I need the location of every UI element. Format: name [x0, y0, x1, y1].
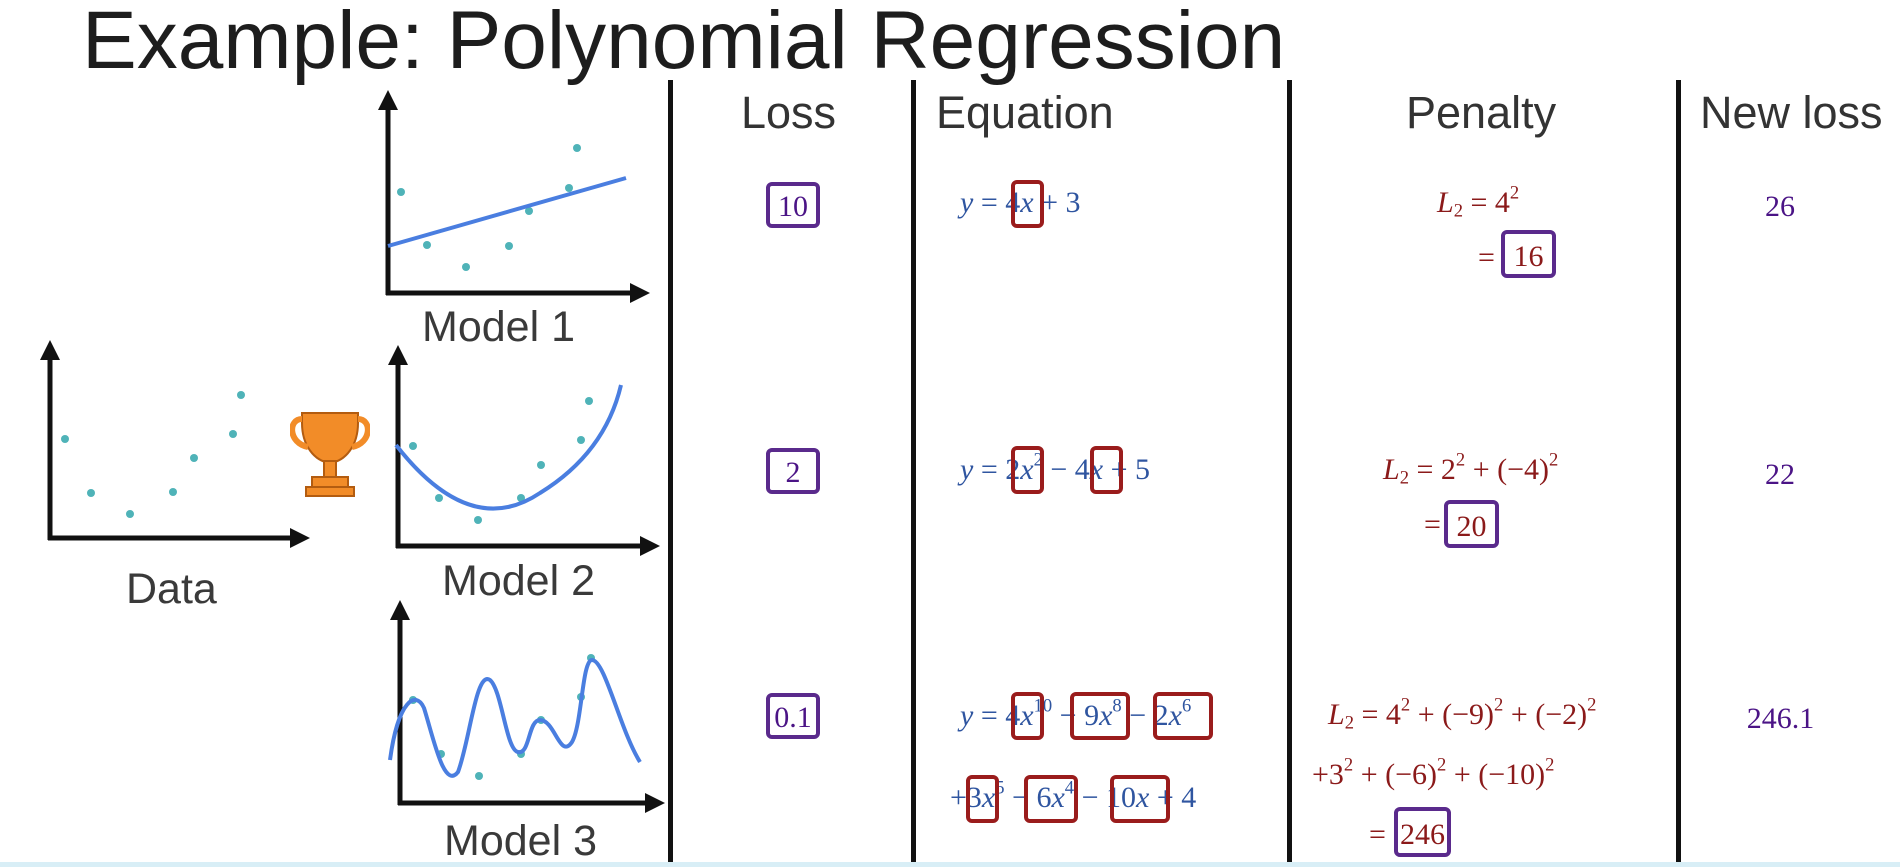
column-divider — [1676, 80, 1681, 867]
penalty-formula-line-2: +32 + (−6)2 + (−10)2 — [1312, 754, 1555, 791]
new-loss-value: 22 — [1765, 458, 1795, 491]
coefficient-box — [1024, 775, 1078, 823]
penalty-total: 16 — [1513, 240, 1544, 273]
coefficient-box — [1153, 692, 1213, 740]
data-point — [190, 454, 198, 462]
penalty-formula: L2 = 42 — [1437, 182, 1520, 222]
new-loss-column-header: New loss — [1700, 87, 1883, 138]
loss-box — [766, 693, 820, 739]
data-point — [169, 488, 177, 496]
model-plots-illustration — [40, 90, 665, 813]
data-point — [577, 436, 585, 444]
equation-column-header: Equation — [936, 87, 1114, 138]
coefficient-box — [1070, 692, 1130, 740]
model-1-label: Model 1 — [422, 303, 575, 351]
loss-box — [766, 182, 820, 228]
penalty-total-box — [1444, 500, 1499, 548]
loss-value: 2 — [785, 456, 801, 489]
fit-line — [387, 176, 627, 248]
trophy-icon — [290, 412, 370, 497]
equation-model-1: y = 4x + 3 — [960, 186, 1081, 219]
data-point — [409, 442, 417, 450]
data-point — [462, 263, 470, 271]
penalty-total: 20 — [1456, 510, 1487, 543]
page-title: Example: Polynomial Regression — [82, 0, 1286, 86]
data-point — [573, 144, 581, 152]
model-3-label: Model 3 — [444, 817, 597, 865]
column-divider — [911, 80, 916, 867]
data-point — [565, 184, 573, 192]
data-point — [229, 430, 237, 438]
data-point — [87, 489, 95, 497]
column-divider — [668, 80, 673, 867]
data-plot — [40, 340, 310, 548]
model-2-label: Model 2 — [442, 557, 595, 605]
loss-value: 0.1 — [774, 701, 812, 734]
penalty-equals: = — [1478, 241, 1495, 274]
loss-box — [766, 448, 820, 494]
data-point — [585, 397, 593, 405]
data-point — [435, 494, 443, 502]
coefficient-box — [966, 775, 999, 823]
data-point — [61, 435, 69, 443]
data-plot-label: Data — [126, 565, 217, 613]
coefficient-box — [1090, 446, 1123, 494]
penalty-total-box — [1501, 230, 1556, 278]
new-loss-value: 26 — [1765, 190, 1795, 223]
loss-column-header: Loss — [741, 87, 837, 138]
column-divider — [1287, 80, 1292, 867]
data-point — [423, 241, 431, 249]
loss-value: 10 — [778, 190, 808, 223]
new-loss-value: 246.1 — [1746, 702, 1815, 735]
data-point — [126, 510, 134, 518]
penalty-formula: L2 = 22 + (−4)2 — [1383, 449, 1559, 489]
data-point — [237, 391, 245, 399]
coefficient-box — [1011, 692, 1044, 740]
penalty-column-header: Penalty — [1406, 87, 1557, 138]
equation-model-3-line-2: +3x5 − 6x4 − 10x + 4 — [950, 777, 1197, 814]
penalty-equals: = — [1369, 818, 1386, 851]
penalty-equals: = — [1424, 508, 1441, 541]
penalty-formula-line-1: L2 = 42 + (−9)2 + (−2)2 — [1328, 694, 1597, 734]
coefficient-box — [1011, 180, 1044, 228]
data-point — [505, 242, 513, 250]
bottom-bar — [0, 862, 1900, 867]
model-2-plot — [388, 345, 660, 556]
data-point — [475, 772, 483, 780]
penalty-total-box — [1394, 807, 1451, 857]
model-3-plot — [388, 600, 665, 813]
coefficient-box — [1110, 775, 1170, 823]
fit-curve — [388, 657, 642, 778]
coefficient-box — [1011, 446, 1044, 494]
model-1-plot — [378, 90, 650, 303]
data-point — [517, 494, 525, 502]
fit-curve — [394, 384, 623, 511]
penalty-total: 246 — [1400, 818, 1445, 851]
data-point — [474, 516, 482, 524]
data-point — [397, 188, 405, 196]
data-point — [525, 207, 533, 215]
data-point — [537, 461, 545, 469]
